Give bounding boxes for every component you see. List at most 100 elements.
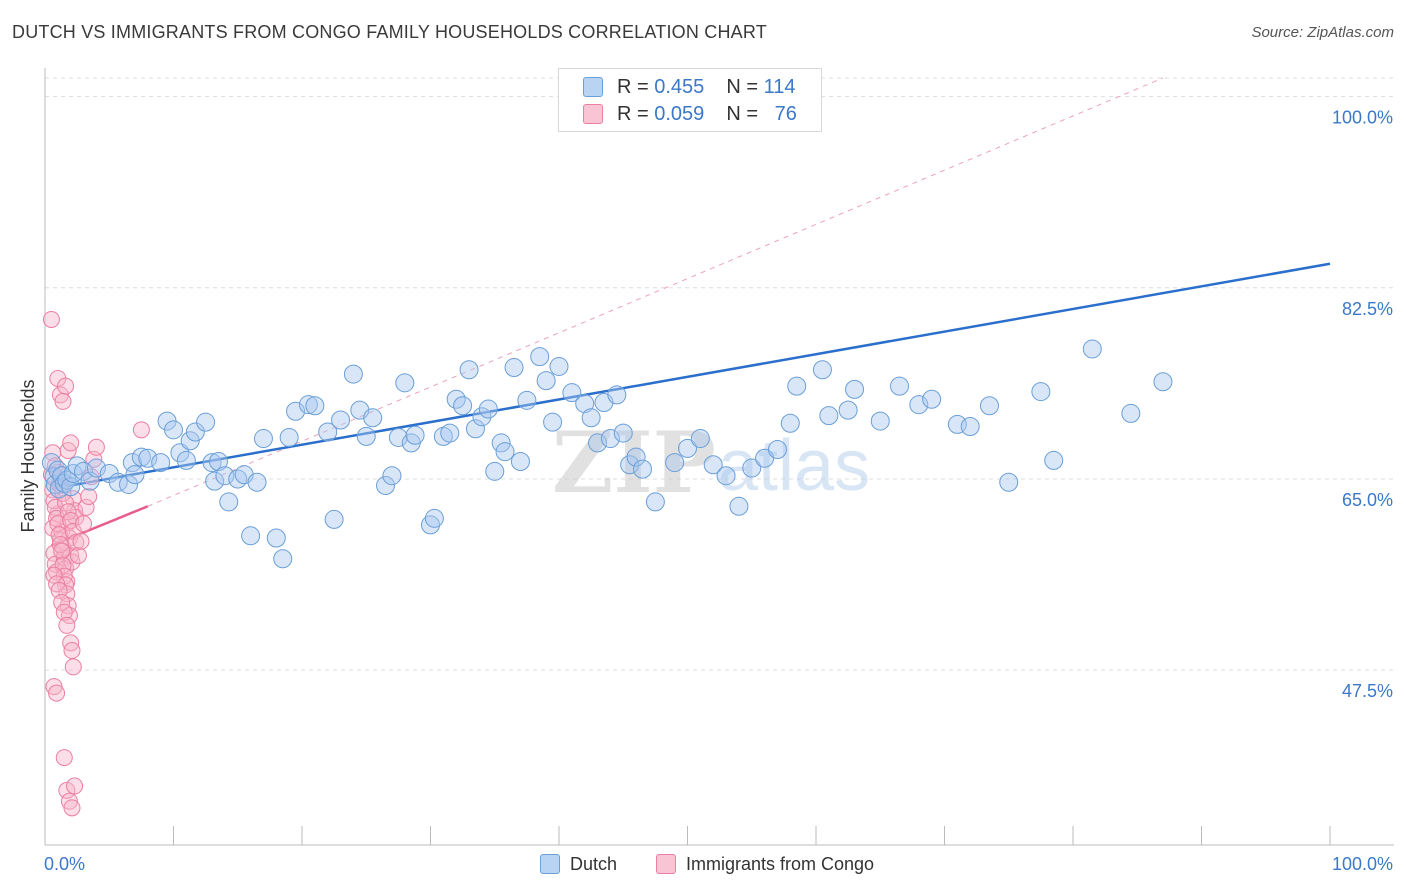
congo-point [60,792,78,810]
dutch-point [716,466,736,486]
congo-point [62,434,80,452]
dutch-point [787,376,807,396]
dutch-trend-line [51,262,1331,491]
congo-point [69,546,87,564]
dutch-point [185,422,205,442]
congo-point [55,749,73,767]
dutch-point [122,453,142,473]
dutch-swatch [540,854,560,874]
congo-point [80,487,98,505]
dutch-point [202,453,222,473]
bottom-legend-congo: Immigrants from Congo [656,852,874,876]
dutch-point [331,410,351,430]
dutch-point [620,455,640,475]
dutch-point [504,358,524,378]
dutch-point [665,453,685,473]
dutch-point [131,447,151,467]
legend-r-label: R = [617,75,649,98]
dutch-point [180,431,200,451]
congo-point [67,533,85,551]
dutch-point [575,394,595,414]
dutch-point [472,407,492,427]
watermark-atlas: atlas [718,426,870,506]
dutch-point [1082,339,1102,359]
congo-point [58,616,76,634]
congo-point [66,777,84,795]
congo-point [87,438,105,456]
congo-point [48,575,66,593]
grid-lines [45,77,1394,671]
congo-point [45,678,63,696]
dutch-point [729,496,749,516]
congo-point [62,512,80,529]
dutch-point [485,461,505,481]
dutch-point [405,425,425,445]
dutch-point [241,526,261,546]
dutch-point [543,412,563,432]
dutch-point [633,459,653,479]
dutch-point [678,438,697,458]
dutch-point [536,371,556,391]
dutch-point [424,508,444,528]
correlation-legend: R = 0.455 N = 114 R = 0.059 N = 76 [558,68,822,132]
congo-point [77,498,95,516]
dutch-point [703,455,723,475]
dutch-point [1121,403,1141,423]
dutch-point [440,423,460,443]
dutch-point [395,373,415,393]
dutch-point [909,395,929,415]
dutch-points [41,339,1173,569]
bottom-legend-congo-label: Immigrants from Congo [686,853,875,874]
dutch-point [356,426,376,446]
dutch-point [922,389,942,409]
dutch-point [176,450,196,470]
source-credit: Source: ZipAtlas.com [1251,24,1394,41]
dutch-point [999,472,1019,492]
dutch-point [219,492,239,512]
dutch-point [510,452,530,471]
dutch-point [890,376,910,396]
dutch-point [273,549,293,569]
dutch-point [318,422,338,442]
y-tick-label: 82.5% [1342,299,1393,319]
congo-point [63,642,81,660]
congo-points [42,310,150,817]
bottom-legend-dutch-label: Dutch [570,853,618,874]
congo-point [49,515,67,533]
congo-point [42,310,60,328]
dutch-point [530,347,550,367]
congo-point [48,563,66,581]
dutch-point [67,456,87,476]
congo-point [75,515,93,533]
dutch-point [266,528,286,548]
dutch-point [645,492,665,512]
dutch-point [205,471,225,491]
dutch-point [1031,382,1051,402]
dutch-point [517,390,537,410]
congo-point [53,542,71,560]
congo-point [46,498,64,516]
watermark-zip: ZIP [552,413,716,512]
legend-r-value: 0.059 [654,102,705,125]
dutch-point [626,447,646,467]
dutch-point [562,383,582,403]
congo-point [72,532,90,550]
congo-trend-line [50,505,149,547]
congo-point [53,593,71,611]
congo-point [132,421,150,439]
bottom-legend-dutch: Dutch [540,852,617,876]
dutch-point [151,453,171,473]
dutch-point [742,458,762,478]
dutch-point [125,465,145,485]
dutch-point [588,433,608,453]
dutch-point [86,458,106,478]
dutch-point [819,406,839,426]
dutch-point [767,439,787,459]
dutch-point [382,466,402,486]
dutch-point [215,466,235,486]
congo-point [54,392,72,410]
dutch-point [343,364,363,384]
dutch-point [845,379,865,399]
congo-trend-extension [147,77,1164,507]
legend-n-value: 114 [763,75,796,98]
